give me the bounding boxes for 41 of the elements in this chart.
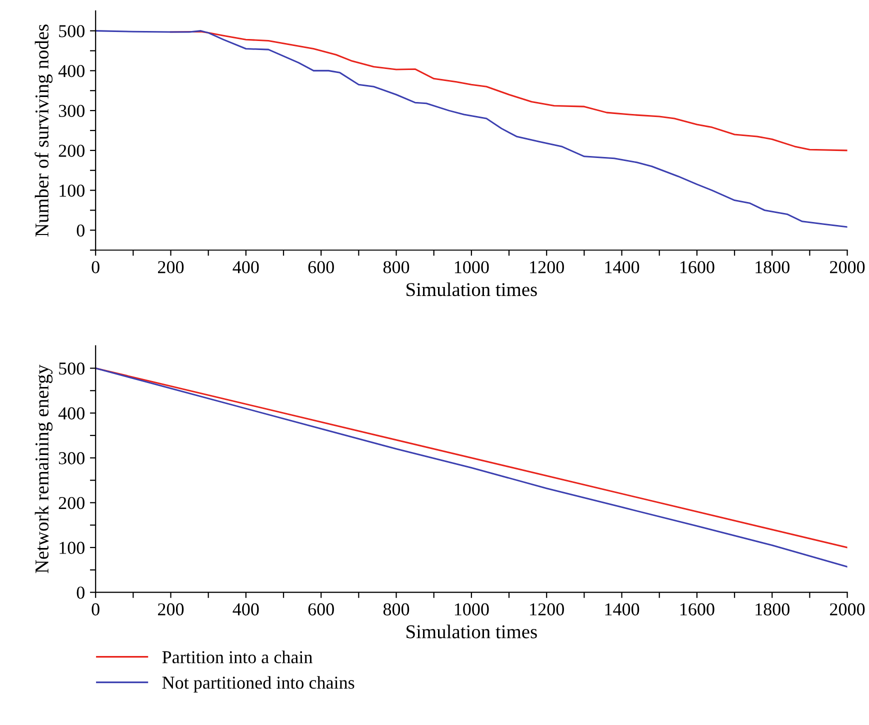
x-tick-label: 1600	[680, 603, 714, 616]
y-tick-label: 300	[58, 452, 84, 464]
x-tick-label: 800	[383, 603, 410, 616]
y-tick-label: 500	[59, 362, 84, 375]
x-tick-label: 1400	[605, 261, 640, 274]
x-tick-label: 1800	[756, 261, 790, 274]
x-tick-label: 800	[383, 261, 410, 274]
x-tick-label: 200	[158, 261, 184, 274]
y-tick-label: 0	[76, 586, 84, 599]
x-tick-label: 600	[308, 261, 334, 274]
x-tick-label: 600	[308, 603, 334, 616]
x-tick-label: 1400	[605, 603, 640, 616]
x-tick-label: 0	[92, 603, 100, 616]
y-tick-label: 200	[58, 496, 84, 510]
y-axis-title: Number of surviving nodes	[34, 24, 53, 237]
x-tick-label: 1000	[454, 261, 489, 274]
y-tick-label: 300	[58, 104, 84, 118]
x-tick-label: 1200	[530, 603, 564, 616]
y-tick-label: 100	[60, 542, 84, 554]
x-tick-label: 2000	[830, 261, 865, 274]
x-tick-label: 400	[232, 603, 259, 616]
y-tick-label: 100	[60, 184, 84, 197]
y-axis-title: Network remaining energy	[34, 364, 53, 574]
y-tick-label: 400	[58, 407, 84, 420]
x-tick-label: 1200	[530, 261, 564, 274]
x-axis-title: Simulation times	[406, 624, 537, 638]
x-tick-label: 400	[232, 261, 259, 274]
y-tick-label: 500	[59, 25, 84, 38]
x-tick-label: 1600	[680, 261, 714, 274]
legend-label: Partition into a chain	[162, 650, 312, 664]
x-tick-label: 200	[158, 603, 184, 616]
x-axis-title: Simulation times	[406, 282, 537, 296]
x-tick-label: 0	[92, 261, 100, 274]
x-tick-label: 1000	[454, 603, 489, 616]
x-tick-label: 1800	[756, 603, 790, 616]
legend-label: Not partitioned into chains	[162, 676, 354, 692]
y-tick-label: 400	[58, 64, 84, 78]
line-series	[96, 30, 848, 228]
y-tick-label: 200	[58, 144, 84, 157]
x-tick-label: 2000	[830, 603, 865, 616]
y-tick-label: 0	[76, 224, 84, 237]
